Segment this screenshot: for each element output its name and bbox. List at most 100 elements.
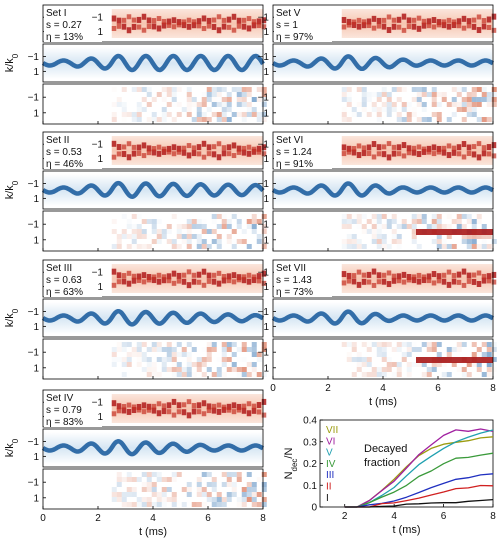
difference-cell xyxy=(166,92,172,97)
difference-cell xyxy=(111,229,117,234)
difference-cell xyxy=(481,224,487,229)
red-stripe xyxy=(341,271,347,278)
red-stripe xyxy=(206,144,212,151)
difference-cell xyxy=(221,357,227,362)
red-stripe xyxy=(381,151,387,158)
difference-cell xyxy=(191,117,197,122)
panel-set-v xyxy=(271,9,497,122)
difference-cell xyxy=(186,352,192,357)
difference-cell xyxy=(471,239,477,244)
red-stripe xyxy=(231,409,237,415)
red-stripe xyxy=(481,145,487,151)
difference-cell xyxy=(366,357,372,362)
red-stripe xyxy=(451,149,457,156)
difference-cell xyxy=(346,357,352,362)
red-stripe xyxy=(241,145,247,151)
difference-cell xyxy=(386,342,392,347)
difference-cell xyxy=(367,342,372,347)
red-stripe xyxy=(141,272,147,279)
row-tick-minus-one: −1 xyxy=(258,93,270,104)
red-stripe xyxy=(411,277,417,284)
difference-cell xyxy=(151,362,157,367)
red-stripe xyxy=(401,27,407,33)
red-stripe xyxy=(386,141,392,147)
difference-cell xyxy=(347,92,352,97)
red-stripe xyxy=(446,17,452,23)
difference-cell xyxy=(491,102,497,107)
red-stripe xyxy=(211,272,217,278)
red-stripe xyxy=(136,277,142,283)
row-tick-one: 1 xyxy=(263,108,269,119)
difference-cell xyxy=(151,367,157,372)
difference-cell xyxy=(206,497,212,502)
difference-cell xyxy=(351,357,357,362)
row-tick-one: 1 xyxy=(33,322,39,333)
red-stripe xyxy=(476,27,482,34)
difference-cell xyxy=(201,362,207,367)
red-stripe xyxy=(141,279,147,285)
difference-cell xyxy=(156,472,162,477)
difference-cell xyxy=(471,342,477,347)
difference-cell xyxy=(352,112,357,117)
difference-cell xyxy=(381,347,387,352)
red-stripe xyxy=(171,151,177,157)
difference-cell xyxy=(131,229,137,234)
difference-cell xyxy=(461,107,467,112)
difference-cell xyxy=(471,352,477,357)
legend-label-ii: II xyxy=(326,482,332,493)
difference-cell xyxy=(251,482,257,487)
red-stripe xyxy=(206,272,212,279)
blue-zigzag-band xyxy=(41,308,265,327)
difference-cell xyxy=(376,107,382,112)
red-stripe xyxy=(181,409,187,416)
difference-cell xyxy=(171,239,177,244)
difference-cell xyxy=(186,357,192,362)
row-tick-one: 1 xyxy=(263,67,269,78)
difference-cell xyxy=(181,487,187,492)
red-stripe xyxy=(226,407,232,413)
red-stripe xyxy=(431,24,437,30)
red-stripe xyxy=(451,278,457,285)
red-stripe xyxy=(231,272,237,279)
series-line-ii xyxy=(357,484,494,508)
difference-cell xyxy=(371,234,377,239)
difference-cell xyxy=(136,112,142,117)
difference-cell xyxy=(476,367,482,372)
red-stripe xyxy=(471,151,477,158)
red-stripe xyxy=(216,280,222,287)
difference-cell xyxy=(256,357,262,362)
difference-cell xyxy=(356,352,362,357)
red-stripe xyxy=(361,19,367,25)
difference-cell xyxy=(231,362,237,367)
difference-cell xyxy=(206,87,212,92)
difference-cell xyxy=(241,239,247,244)
difference-cell xyxy=(161,362,167,367)
difference-cell xyxy=(131,477,137,482)
difference-cell xyxy=(237,357,242,362)
difference-cell xyxy=(222,214,227,219)
difference-cell xyxy=(191,502,197,507)
difference-cell xyxy=(151,224,157,229)
row-tick-one: 1 xyxy=(263,27,269,38)
red-stripe xyxy=(411,17,417,23)
red-stripe xyxy=(141,142,147,149)
difference-cell xyxy=(357,102,362,107)
difference-cell xyxy=(196,367,202,372)
difference-cell xyxy=(396,234,402,239)
difference-cell xyxy=(202,219,207,224)
red-stripe xyxy=(221,23,227,30)
red-stripe xyxy=(351,19,357,25)
red-stripe xyxy=(396,144,402,151)
difference-cell xyxy=(246,347,252,352)
difference-cell xyxy=(216,117,222,122)
row-tick-one: 1 xyxy=(33,363,39,374)
red-stripe xyxy=(156,150,162,157)
difference-cell xyxy=(416,117,422,122)
red-stripe xyxy=(216,154,222,161)
red-stripe xyxy=(176,409,182,415)
red-stripe xyxy=(346,278,352,284)
difference-cell xyxy=(211,342,217,347)
red-stripe xyxy=(361,22,367,29)
difference-cell xyxy=(381,234,387,239)
difference-cell xyxy=(261,487,267,492)
